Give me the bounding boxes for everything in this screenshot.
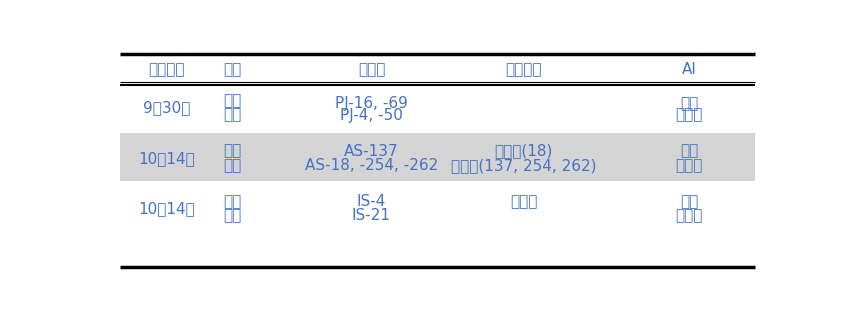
Text: PJ-4, -50: PJ-4, -50 [339, 108, 403, 123]
Text: 파주: 파주 [223, 108, 241, 123]
Text: 미검출: 미검출 [675, 158, 702, 173]
Text: 10월14일: 10월14일 [138, 151, 194, 166]
Text: 세부지역: 세부지역 [505, 62, 542, 77]
Text: IS-4: IS-4 [357, 194, 386, 209]
Text: 전북: 전북 [223, 194, 241, 209]
Text: 시료명: 시료명 [357, 62, 385, 77]
Text: AS-137: AS-137 [344, 144, 398, 159]
Bar [119, 133, 754, 181]
Text: 아산: 아산 [223, 158, 241, 173]
Text: AS-18, -254, -262: AS-18, -254, -262 [305, 158, 438, 173]
Text: IS-21: IS-21 [351, 208, 391, 223]
Text: 미검출: 미검출 [675, 108, 702, 123]
Text: 미검출: 미검출 [675, 208, 702, 223]
Text: 검출: 검출 [679, 194, 698, 209]
Text: 익산: 익산 [223, 208, 241, 223]
Text: AI: AI [681, 62, 696, 77]
Text: 지역: 지역 [223, 62, 241, 77]
Text: 10월14일: 10월14일 [138, 201, 194, 216]
Bar [119, 85, 754, 133]
Text: 채집날짜: 채집날짜 [148, 62, 184, 77]
Text: 천안천(137, 254, 262): 천안천(137, 254, 262) [450, 158, 595, 173]
Text: 검출: 검출 [679, 96, 698, 111]
Text: 익산천: 익산천 [509, 194, 537, 209]
Text: 곡교천(18): 곡교천(18) [494, 144, 552, 159]
Text: 충남: 충남 [223, 144, 241, 159]
Text: 9월30일: 9월30일 [142, 100, 189, 115]
Text: PJ-16, -69: PJ-16, -69 [334, 96, 408, 111]
Text: 검출: 검출 [679, 144, 698, 159]
Bar [119, 181, 754, 234]
Text: 경기: 경기 [223, 93, 241, 108]
